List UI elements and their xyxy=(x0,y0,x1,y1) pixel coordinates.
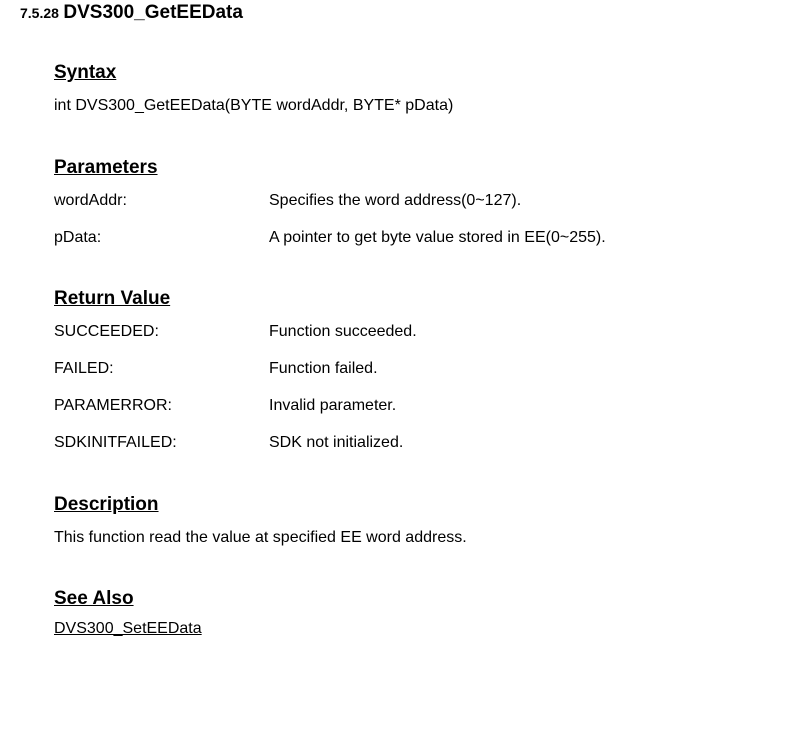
parameter-row: pData: A pointer to get byte value store… xyxy=(54,226,787,251)
parameter-desc: A pointer to get byte value stored in EE… xyxy=(269,226,787,251)
parameter-name: wordAddr: xyxy=(54,189,269,214)
parameters-heading: Parameters xyxy=(54,157,787,179)
description-heading: Description xyxy=(54,494,787,516)
return-name: SUCCEEDED: xyxy=(54,320,269,345)
parameter-desc: Specifies the word address(0~127). xyxy=(269,189,787,214)
return-name: FAILED: xyxy=(54,357,269,382)
return-name: PARAMERROR: xyxy=(54,394,269,419)
see-also-section: See Also DVS300_SetEEData xyxy=(54,588,787,638)
section-number: 7.5.28 xyxy=(20,5,59,21)
return-row: PARAMERROR: Invalid parameter. xyxy=(54,394,787,419)
return-value-heading: Return Value xyxy=(54,288,787,310)
syntax-section: Syntax int DVS300_GetEEData(BYTE wordAdd… xyxy=(54,62,787,119)
function-header: 7.5.28 DVS300_GetEEData xyxy=(20,2,787,24)
parameter-name: pData: xyxy=(54,226,269,251)
return-name: SDKINITFAILED: xyxy=(54,431,269,456)
syntax-signature: int DVS300_GetEEData(BYTE wordAddr, BYTE… xyxy=(54,94,787,119)
parameters-section: Parameters wordAddr: Specifies the word … xyxy=(54,157,787,251)
return-value-section: Return Value SUCCEEDED: Function succeed… xyxy=(54,288,787,455)
description-section: Description This function read the value… xyxy=(54,494,787,551)
return-desc: Function failed. xyxy=(269,357,787,382)
page: 7.5.28 DVS300_GetEEData Syntax int DVS30… xyxy=(0,2,807,658)
parameter-row: wordAddr: Specifies the word address(0~1… xyxy=(54,189,787,214)
return-desc: Invalid parameter. xyxy=(269,394,787,419)
return-row: FAILED: Function failed. xyxy=(54,357,787,382)
return-row: SDKINITFAILED: SDK not initialized. xyxy=(54,431,787,456)
see-also-link[interactable]: DVS300_SetEEData xyxy=(54,620,787,638)
syntax-heading: Syntax xyxy=(54,62,787,84)
function-name: DVS300_GetEEData xyxy=(63,2,243,23)
see-also-heading: See Also xyxy=(54,588,787,610)
return-desc: SDK not initialized. xyxy=(269,431,787,456)
description-text: This function read the value at specifie… xyxy=(54,526,787,551)
return-desc: Function succeeded. xyxy=(269,320,787,345)
return-row: SUCCEEDED: Function succeeded. xyxy=(54,320,787,345)
